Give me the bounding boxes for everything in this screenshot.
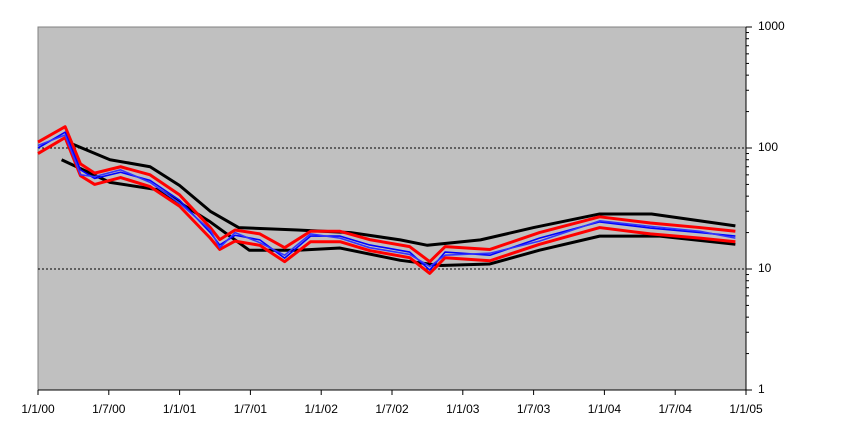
y-tick-label: 10 [758,261,772,275]
x-tick-label: 1/1/00 [21,402,55,416]
y-tick-label: 100 [758,140,778,154]
series-line [37,134,736,268]
series-line [37,131,736,271]
y-tick-label: 1 [758,382,765,396]
x-tick-label: 1/1/05 [729,402,763,416]
x-tick-label: 1/7/00 [92,402,126,416]
x-tick-label: 1/7/04 [659,402,693,416]
x-tick-label: 1/1/02 [305,402,339,416]
x-tick-label: 1/7/03 [517,402,551,416]
x-tick-label: 1/7/02 [375,402,409,416]
x-tick-label: 1/1/01 [163,402,197,416]
y-tick-label: 1000 [758,19,785,33]
x-tick-label: 1/1/03 [446,402,480,416]
series-line [37,125,736,264]
x-tick-label: 1/1/04 [588,402,622,416]
x-tick-label: 1/7/01 [234,402,268,416]
series-line [37,136,736,275]
plot-area [37,26,747,391]
series-line [69,141,736,247]
